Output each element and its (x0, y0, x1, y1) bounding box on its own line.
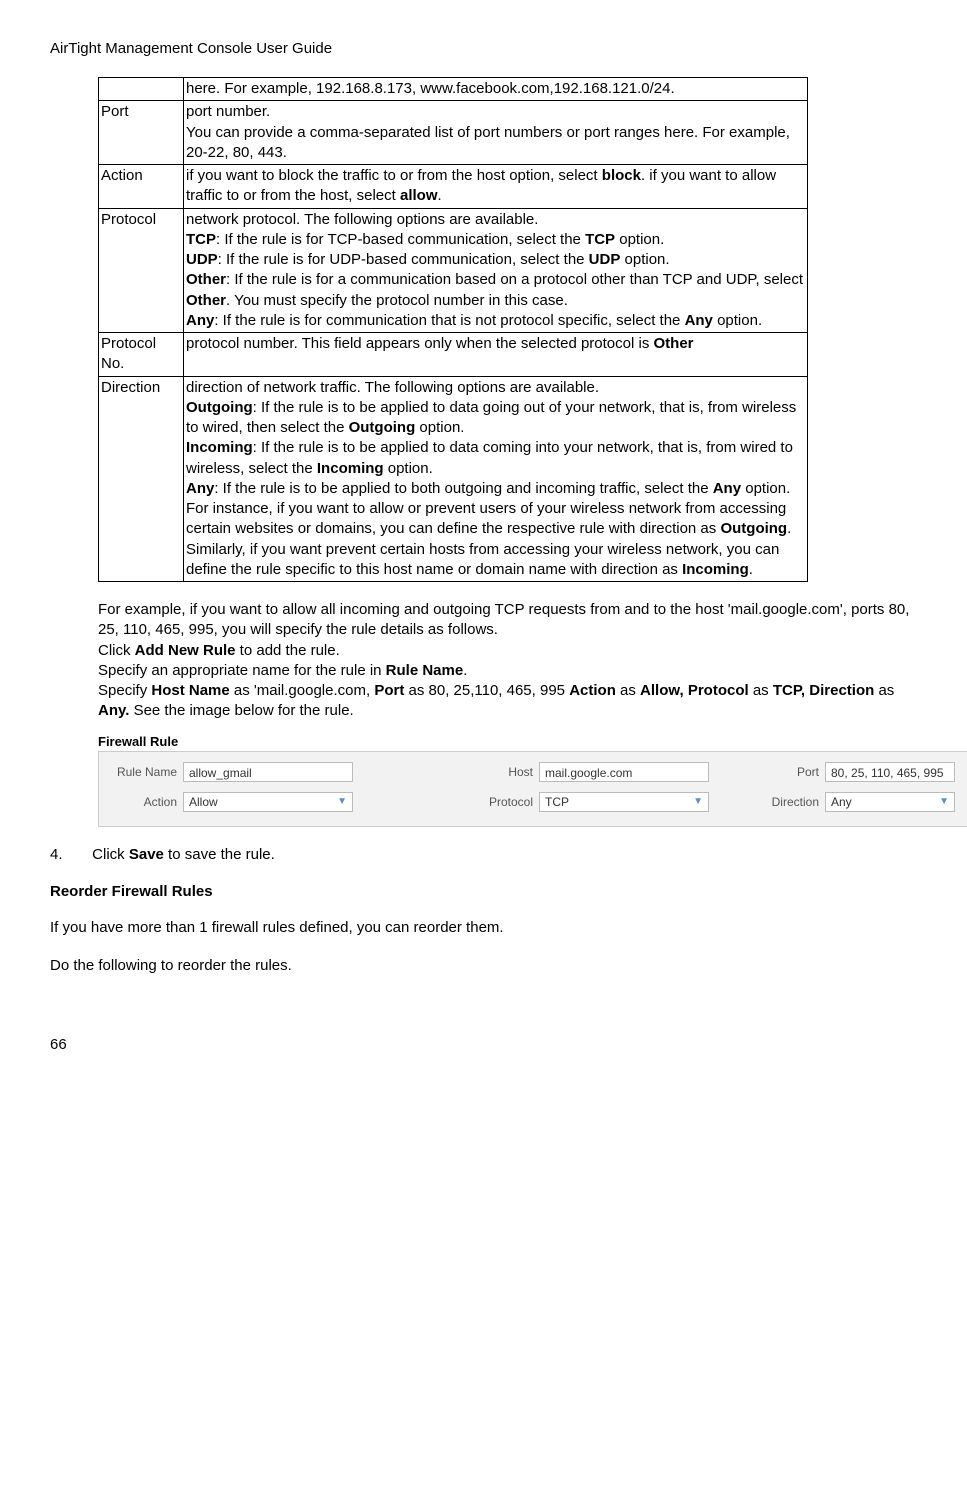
direction-select[interactable]: Any ▼ (825, 792, 955, 812)
description-cell: network protocol. The following options … (184, 208, 808, 333)
action-value: Allow (189, 792, 218, 812)
field-cell: Action (99, 165, 184, 209)
step-number: 4. (50, 845, 88, 865)
table-row: Protocolnetwork protocol. The following … (99, 208, 808, 333)
direction-value: Any (831, 792, 852, 812)
chevron-down-icon: ▼ (337, 792, 347, 812)
port-label: Port (709, 765, 825, 779)
page-header: AirTight Management Console User Guide (50, 40, 917, 57)
field-cell: Direction (99, 376, 184, 582)
step-text: Click Save to save the rule. (92, 846, 275, 863)
field-cell (99, 78, 184, 101)
description-cell: protocol number. This field appears only… (184, 333, 808, 377)
body-text: If you have more than 1 firewall rules d… (50, 918, 917, 938)
table-row: here. For example, 192.168.8.173, www.fa… (99, 78, 808, 101)
chevron-down-icon: ▼ (693, 792, 703, 812)
protocol-label: Protocol (353, 795, 539, 809)
host-label: Host (353, 765, 539, 779)
port-input[interactable]: 80, 25, 110, 465, 995 (825, 762, 955, 782)
protocol-select[interactable]: TCP ▼ (539, 792, 709, 812)
field-cell: Port (99, 101, 184, 165)
chevron-down-icon: ▼ (939, 792, 949, 812)
direction-label: Direction (709, 795, 825, 809)
table-row: Portport number.You can provide a comma-… (99, 101, 808, 165)
rule-name-label: Rule Name (111, 765, 183, 779)
section-heading-reorder: Reorder Firewall Rules (50, 883, 917, 900)
protocol-value: TCP (545, 792, 569, 812)
description-cell: here. For example, 192.168.8.173, www.fa… (184, 78, 808, 101)
host-input[interactable]: mail.google.com (539, 762, 709, 782)
description-cell: port number.You can provide a comma-sepa… (184, 101, 808, 165)
field-cell: Protocol No. (99, 333, 184, 377)
example-paragraph: For example, if you want to allow all in… (98, 600, 917, 722)
rule-name-input[interactable]: allow_gmail (183, 762, 353, 782)
description-cell: direction of network traffic. The follow… (184, 376, 808, 582)
action-label: Action (111, 795, 183, 809)
field-description-table: here. For example, 192.168.8.173, www.fa… (98, 77, 808, 582)
table-row: Actionif you want to block the traffic t… (99, 165, 808, 209)
firewall-rule-title: Firewall Rule (98, 734, 917, 749)
action-select[interactable]: Allow ▼ (183, 792, 353, 812)
description-cell: if you want to block the traffic to or f… (184, 165, 808, 209)
page-number: 66 (50, 1036, 917, 1053)
table-row: Protocol No.protocol number. This field … (99, 333, 808, 377)
body-text: Do the following to reorder the rules. (50, 956, 917, 976)
table-row: Directiondirection of network traffic. T… (99, 376, 808, 582)
field-cell: Protocol (99, 208, 184, 333)
firewall-rule-panel: Rule Name allow_gmail Host mail.google.c… (98, 751, 967, 827)
step-4: 4. Click Save to save the rule. (50, 845, 917, 865)
